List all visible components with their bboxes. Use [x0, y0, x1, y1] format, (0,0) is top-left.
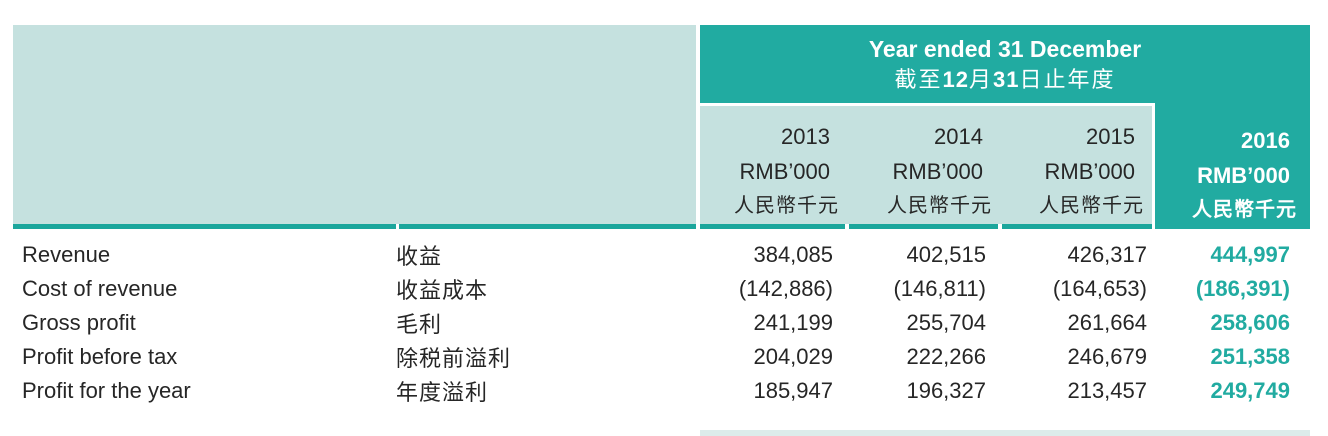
column-unit-zh: 人民幣千元 [1039, 195, 1144, 217]
value-2015: 426,317 [1067, 242, 1147, 267]
column-unit: RMB’000 [892, 159, 983, 184]
table-body: Revenue 收益 384,085 402,515 426,317 444,9… [13, 238, 1310, 408]
next-section-band-sliver [700, 430, 1310, 436]
row-label-zh: 收益成本 [396, 278, 489, 303]
value-2014: 196,327 [906, 378, 986, 403]
period-title-zh: 截至12月31日止年度 [894, 64, 1115, 95]
column-unit-zh: 人民幣千元 [734, 195, 839, 217]
table-row-gross-profit: Gross profit 毛利 241,199 255,704 261,664 … [13, 306, 1310, 340]
header-border-segment [399, 224, 696, 229]
header-left-panel [13, 25, 696, 224]
value-2016: 251,358 [1210, 344, 1290, 369]
row-label-en: Profit for the year [22, 378, 191, 403]
value-2015: 213,457 [1067, 378, 1147, 403]
value-2016: 249,749 [1210, 378, 1290, 403]
column-unit: RMB’000 [1197, 163, 1290, 188]
row-label-en: Revenue [22, 242, 111, 267]
table-row-revenue: Revenue 收益 384,085 402,515 426,317 444,9… [13, 238, 1310, 272]
value-2013: 185,947 [753, 378, 833, 403]
period-title-en: Year ended 31 December [868, 35, 1142, 62]
period-header-band [700, 25, 1310, 103]
row-label-zh: 除税前溢利 [396, 346, 512, 371]
column-year: 2016 [1241, 128, 1290, 153]
value-2014: (146,811) [893, 276, 986, 301]
value-2014: 255,704 [906, 310, 986, 335]
column-header-2015: 2015 RMB’000 人民幣千元 [1000, 106, 1152, 224]
value-2016: 258,606 [1210, 310, 1290, 335]
period-header: Year ended 31 December 截至12月31日止年度 [700, 25, 1310, 103]
row-label-en: Gross profit [22, 310, 136, 335]
value-2013: 384,085 [753, 242, 833, 267]
table-row-profit-for-the-year: Profit for the year 年度溢利 185,947 196,327… [13, 374, 1310, 408]
value-2013: 241,199 [753, 310, 833, 335]
row-label-en: Profit before tax [22, 344, 178, 369]
value-2016: 444,997 [1210, 242, 1290, 267]
value-2016: (186,391) [1195, 276, 1290, 301]
value-2014: 402,515 [906, 242, 986, 267]
period-zh-day2: 31 [993, 66, 1020, 92]
header-border-segment [13, 224, 396, 229]
column-unit-zh: 人民幣千元 [887, 195, 992, 217]
value-2014: 222,266 [906, 344, 986, 369]
table-row-cost-of-revenue: Cost of revenue 收益成本 (142,886) (146,811)… [13, 272, 1310, 306]
period-zh-day1: 12 [942, 66, 969, 92]
row-label-en: Cost of revenue [22, 276, 178, 301]
value-2015: 246,679 [1067, 344, 1147, 369]
column-unit-zh: 人民幣千元 [1192, 199, 1297, 221]
period-zh-month-char: 月 [968, 66, 993, 92]
table-row-profit-before-tax: Profit before tax 除税前溢利 204,029 222,266 … [13, 340, 1310, 374]
row-label-zh: 收益 [396, 244, 443, 269]
column-header-2013: 2013 RMB’000 人民幣千元 [700, 106, 847, 224]
period-zh-suffix: 日止年度 [1019, 66, 1116, 92]
row-label-zh: 年度溢利 [396, 380, 489, 405]
value-2013: 204,029 [753, 344, 833, 369]
period-zh-prefix: 截至 [894, 66, 943, 92]
column-unit: RMB’000 [1044, 159, 1135, 184]
column-header-2016: 2016 RMB’000 人民幣千元 [1155, 25, 1310, 228]
column-year: 2014 [934, 124, 983, 149]
value-2015: (164,653) [1052, 276, 1147, 301]
column-2016-highlight-panel [1155, 103, 1310, 229]
column-unit: RMB’000 [739, 159, 830, 184]
value-2013: (142,886) [738, 276, 833, 301]
value-2015: 261,664 [1067, 310, 1147, 335]
header-border-segment [849, 224, 998, 229]
subheader-band [700, 106, 1152, 224]
header-border-segment [700, 224, 845, 229]
column-header-2014: 2014 RMB’000 人民幣千元 [847, 106, 1000, 224]
header-border-segment [1002, 224, 1152, 229]
column-year: 2013 [781, 124, 830, 149]
column-year: 2015 [1086, 124, 1135, 149]
row-label-zh: 毛利 [396, 312, 443, 337]
